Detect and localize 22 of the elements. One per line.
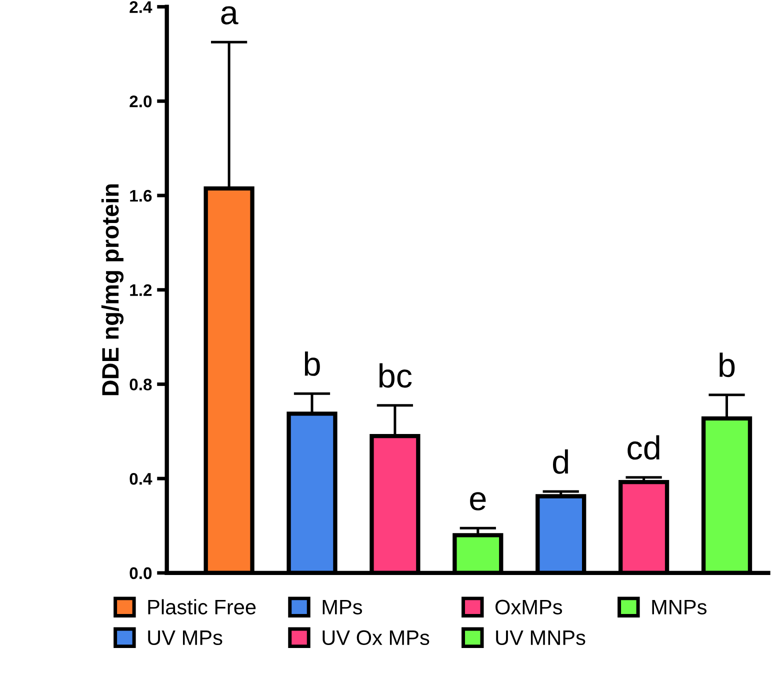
annotation: bc <box>380 363 412 388</box>
y-tick-label: 2.0 <box>130 96 152 108</box>
y-tick-label: 0.4 <box>130 472 152 485</box>
legend-label: MPs <box>322 600 362 614</box>
annotation: b <box>720 352 735 378</box>
y-tick-label: 2.4 <box>130 1 152 13</box>
legend-label: UV MPs <box>148 630 222 646</box>
y-axis-title: DDE ng/mg protein <box>101 184 124 396</box>
annotation: b <box>304 351 320 376</box>
y-tick-label: 1.6 <box>130 190 152 202</box>
annotation: d <box>552 449 568 474</box>
legend-label: UV Ox MPs <box>322 630 430 646</box>
legend-label: OxMPs <box>496 600 562 614</box>
annotation: e <box>470 492 486 510</box>
legend-label: MNPs <box>652 600 706 614</box>
y-tick-label: 0.8 <box>130 378 152 390</box>
y-tick-label: 1.2 <box>130 284 152 296</box>
legend-label: UV MNPs <box>496 630 586 646</box>
annotation: a <box>221 6 238 24</box>
y-tick-label: 0.0 <box>130 567 152 580</box>
annotation: cd <box>628 435 660 460</box>
legend-label: Plastic Free <box>148 599 256 614</box>
